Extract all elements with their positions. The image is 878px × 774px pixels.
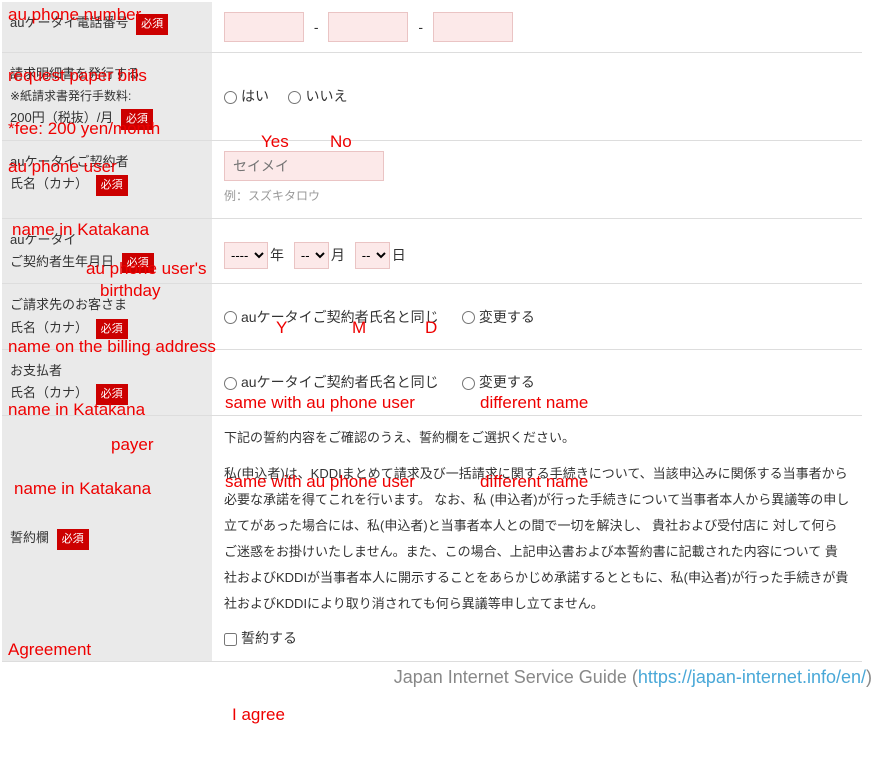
phone-part3[interactable] [433,12,513,42]
select-year[interactable]: ---- [224,242,268,269]
row-agreement: 誓約欄 必須 下記の誓約内容をご確認のうえ、誓約欄をご選択ください。 私(申込者… [2,416,862,662]
example-text: 例：スズキタロウ [224,185,850,208]
row-birthday: auケータイ ご契約者生年月日 必須 ----年 --月 --日 [2,218,862,284]
label-billing-kana: 氏名（カナ） [10,320,88,335]
row-phone: auケータイ電話番号 必須 - - [2,2,862,53]
radio-payer-same[interactable] [224,377,237,390]
label-payer-kana: 氏名（カナ） [10,385,88,400]
label-agreement: 誓約欄 [10,530,49,545]
select-month[interactable]: -- [294,242,329,269]
radio-payer-diff[interactable] [462,377,475,390]
dash: - [314,19,319,35]
suffix-day: 日 [392,247,406,263]
note-fee-title: ※紙請求書発行手数料: [10,89,131,103]
radio-payer-diff-label[interactable]: 変更する [462,374,535,390]
required-tag: 必須 [96,175,128,196]
checkbox-agree-label[interactable]: 誓約する [224,630,297,646]
footer-close: ) [866,667,872,687]
input-user-kana[interactable] [224,151,384,181]
required-tag: 必須 [96,384,128,405]
required-tag: 必須 [121,109,153,130]
radio-no-label[interactable]: いいえ [288,88,347,104]
radio-payer-same-label[interactable]: auケータイご契約者氏名と同じ [224,374,439,390]
form-table: auケータイ電話番号 必須 - - 請求明細書を発行する ※紙請求書発行手数料:… [2,2,862,662]
label-user-kana: 氏名（カナ） [10,176,88,191]
label-payer: お支払者 [10,363,62,378]
label-fee: 200円（税抜）/月 [10,110,113,125]
label-billing: ご請求先のお客さま [10,297,127,312]
phone-part2[interactable] [328,12,408,42]
footer-text: Japan Internet Service Guide ( [394,667,638,687]
required-tag: 必須 [136,14,168,35]
suffix-month: 月 [331,247,345,263]
row-user: auケータイご契約者 氏名（カナ） 必須 例：スズキタロウ [2,140,862,218]
radio-yes-label[interactable]: はい [224,88,269,104]
dash: - [418,19,423,35]
radio-yes[interactable] [224,91,237,104]
row-paper-bill: 請求明細書を発行する ※紙請求書発行手数料: 200円（税抜）/月 必須 はい … [2,53,862,141]
required-tag: 必須 [122,253,154,274]
radio-billing-same-label[interactable]: auケータイご契約者氏名と同じ [224,309,439,325]
select-day[interactable]: -- [355,242,390,269]
radio-no[interactable] [288,91,301,104]
phone-part1[interactable] [224,12,304,42]
radio-billing-same[interactable] [224,311,237,324]
required-tag: 必須 [57,529,89,550]
checkbox-agree[interactable] [224,633,237,646]
radio-billing-diff-label[interactable]: 変更する [462,309,535,325]
label-bday2: ご契約者生年月日 [10,254,114,269]
suffix-year: 年 [270,247,284,263]
label-user: auケータイご契約者 [10,154,128,169]
required-tag: 必須 [96,319,128,340]
label-phone: auケータイ電話番号 [10,15,128,30]
radio-billing-diff[interactable] [462,311,475,324]
label-bday1: auケータイ [10,232,76,247]
row-billing: ご請求先のお客さま 氏名（カナ） 必須 auケータイご契約者氏名と同じ 変更する [2,284,862,350]
row-payer: お支払者 氏名（カナ） 必須 auケータイご契約者氏名と同じ 変更する [2,350,862,416]
agreement-body: 私(申込者)は、KDDIまとめて請求及び一括請求に関する手続きについて、当該申込… [224,461,850,617]
footer: Japan Internet Service Guide (https://ja… [0,664,878,690]
anno-i-agree: I agree [232,705,285,725]
agreement-instruction: 下記の誓約内容をご確認のうえ、誓約欄をご選択ください。 [224,426,850,451]
footer-link[interactable]: https://japan-internet.info/en/ [638,667,866,687]
label-paper-bill: 請求明細書を発行する [10,66,140,81]
